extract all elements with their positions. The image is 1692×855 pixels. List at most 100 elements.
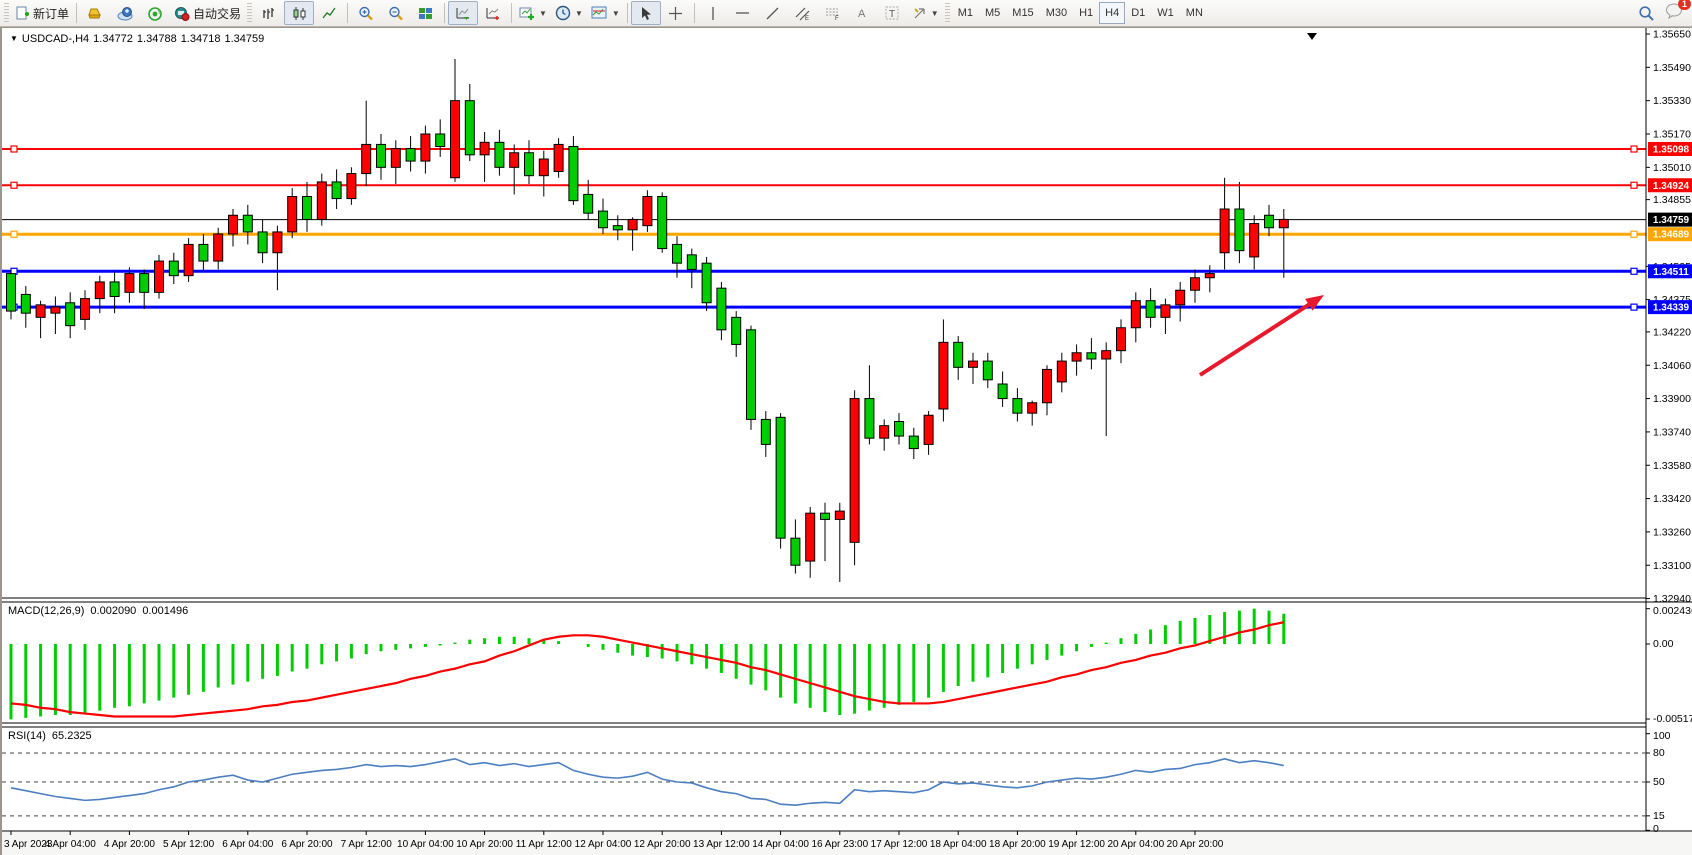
- cursor-tool-button[interactable]: [630, 1, 661, 25]
- candle-bullish: [80, 298, 90, 320]
- auto-trading-button[interactable]: 自动交易: [170, 1, 245, 25]
- svg-text:0.002436: 0.002436: [1653, 605, 1692, 617]
- candle-bullish: [35, 304, 46, 318]
- candle-bullish: [642, 196, 653, 227]
- candlestick-icon: [292, 6, 307, 21]
- candle-bearish: [494, 141, 505, 168]
- tab-m1[interactable]: M1: [957, 7, 973, 19]
- channel-tool-button[interactable]: E: [788, 1, 818, 25]
- svg-text:1.34689: 1.34689: [1653, 230, 1690, 241]
- candle-bullish: [849, 398, 860, 543]
- close-value: 1.34759: [224, 33, 265, 45]
- candlesticks-layer: [6, 59, 1289, 582]
- candle-bullish: [1101, 350, 1112, 360]
- market-watch-button[interactable]: [80, 1, 110, 25]
- candle-bearish: [731, 316, 742, 345]
- svg-text:1.34759: 1.34759: [1653, 215, 1690, 226]
- tab-m15[interactable]: M15: [1012, 7, 1034, 19]
- trendline-tool-button[interactable]: [758, 1, 788, 25]
- signals-button[interactable]: [140, 1, 170, 25]
- indicators-button[interactable]: ▼: [515, 1, 551, 25]
- low-value: 1.34718: [180, 33, 221, 45]
- candle-bullish: [183, 243, 194, 277]
- zoom-in-button[interactable]: [351, 1, 381, 25]
- svg-text:-0.005177: -0.005177: [1653, 713, 1692, 725]
- svg-text:1.33100: 1.33100: [1653, 560, 1691, 572]
- fibonacci-tool-button[interactable]: F: [818, 1, 848, 25]
- candle-bearish: [524, 152, 534, 177]
- rsi-label: RSI(14) 65.2325: [8, 730, 98, 742]
- candle-bearish: [331, 181, 342, 200]
- price-badge: [1648, 178, 1692, 193]
- candle-bearish: [598, 210, 608, 229]
- svg-text:10 Apr 20:00: 10 Apr 20:00: [456, 839, 513, 850]
- svg-text:6 Apr 04:00: 6 Apr 04:00: [222, 839, 274, 850]
- new-order-button[interactable]: 新订单: [11, 1, 73, 25]
- candle-bullish: [154, 260, 164, 293]
- svg-text:1.34060: 1.34060: [1653, 360, 1691, 372]
- vertical-line-tool-button[interactable]: [698, 1, 728, 25]
- search-icon[interactable]: [1638, 5, 1655, 22]
- notifications-button[interactable]: 1: [1665, 0, 1691, 24]
- svg-text:1.35170: 1.35170: [1653, 129, 1691, 141]
- candle-bullish: [1130, 300, 1141, 329]
- fibonacci-icon: F: [825, 6, 841, 22]
- zoom-out-button[interactable]: [381, 1, 411, 25]
- chart-canvas[interactable]: 1.35650 1.35490 1.35330 1.35170 1.35010 1.348…: [2, 28, 1692, 855]
- candlestick-mode-button[interactable]: [284, 1, 315, 25]
- arrows-tool-button[interactable]: ▼: [908, 1, 943, 25]
- chart-shift-icon: [485, 6, 501, 21]
- templates-button[interactable]: ▼: [587, 1, 624, 25]
- chart-window: 1.35650 1.35490 1.35330 1.35170 1.35010 1.348…: [0, 27, 1692, 855]
- line-handle: [1630, 230, 1638, 238]
- candle-bullish: [1278, 218, 1289, 229]
- crosshair-tool-button[interactable]: [661, 1, 691, 25]
- line-chart-mode-button[interactable]: [314, 1, 344, 25]
- candle-bullish: [450, 100, 460, 179]
- tab-h1[interactable]: H1: [1079, 7, 1094, 19]
- candle-bearish: [760, 418, 771, 445]
- candle-bearish: [198, 243, 209, 262]
- tab-w1[interactable]: W1: [1157, 7, 1174, 19]
- auto-trading-icon: [174, 6, 190, 21]
- symbol-dropdown-icon[interactable]: ▼: [10, 34, 18, 43]
- candle-bullish: [1175, 289, 1186, 306]
- tab-d1[interactable]: D1: [1131, 7, 1146, 19]
- svg-text:50: 50: [1653, 776, 1665, 788]
- candle-bearish: [701, 262, 712, 304]
- line-handle: [10, 145, 18, 153]
- signals-icon: [147, 6, 163, 21]
- svg-text:17 Apr 12:00: 17 Apr 12:00: [871, 839, 928, 850]
- candle-bearish: [405, 148, 416, 162]
- tile-windows-button[interactable]: [411, 1, 441, 25]
- label-tool-button[interactable]: T: [878, 1, 908, 25]
- svg-text:80: 80: [1653, 747, 1665, 759]
- tab-m5[interactable]: M5: [985, 7, 1001, 19]
- svg-text:3 Apr 2023: 3 Apr 2023: [4, 839, 53, 850]
- svg-text:1.33420: 1.33420: [1653, 493, 1691, 505]
- svg-text:1.34220: 1.34220: [1653, 326, 1691, 338]
- chart-shift-button[interactable]: [478, 1, 508, 25]
- svg-text:14 Apr 04:00: 14 Apr 04:00: [752, 839, 809, 850]
- candle-bullish: [479, 141, 490, 156]
- community-button[interactable]: [110, 1, 140, 25]
- candle-bullish: [287, 196, 298, 233]
- text-label-icon: T: [885, 6, 900, 20]
- svg-text:0: 0: [1653, 823, 1659, 835]
- tab-h4[interactable]: H4: [1099, 2, 1126, 24]
- horizontal-line-tool-button[interactable]: [728, 1, 758, 25]
- tab-mn[interactable]: MN: [1185, 7, 1203, 19]
- auto-scroll-button[interactable]: [448, 1, 479, 25]
- indicators-add-icon: [519, 6, 535, 21]
- price-badge: [1648, 227, 1692, 242]
- candle-bearish: [139, 273, 150, 293]
- text-tool-button[interactable]: A: [848, 1, 878, 25]
- bar-chart-mode-button[interactable]: [254, 1, 284, 25]
- svg-text:1.33580: 1.33580: [1653, 460, 1691, 472]
- candle-bullish: [1042, 368, 1052, 404]
- crosshair-icon: [668, 6, 683, 21]
- periods-button[interactable]: ▼: [551, 1, 587, 25]
- svg-text:E: E: [805, 16, 809, 21]
- tab-m30[interactable]: M30: [1045, 7, 1068, 19]
